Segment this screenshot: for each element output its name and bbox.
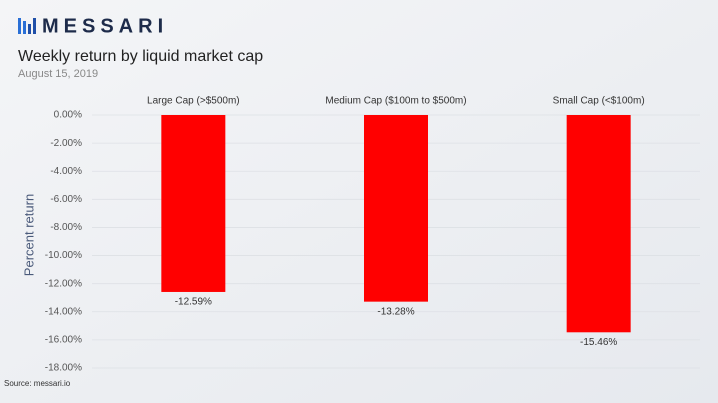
chart-title: Weekly return by liquid market cap <box>18 48 263 65</box>
y-tick-label: -18.00% <box>45 363 82 374</box>
y-tick-label: -12.00% <box>45 278 82 289</box>
category-label: Small Cap (<$100m) <box>553 96 645 107</box>
y-tick-label: -8.00% <box>50 222 82 233</box>
source: Source: messari.io <box>4 379 71 388</box>
chart-subtitle: August 15, 2019 <box>18 68 98 80</box>
bar <box>566 115 631 333</box>
y-tick-label: -10.00% <box>45 250 82 261</box>
value-label: -15.46% <box>580 337 617 348</box>
value-label: -13.28% <box>377 306 414 317</box>
y-tick-label: -14.00% <box>45 306 82 317</box>
y-tick-label: -2.00% <box>50 138 82 149</box>
value-label: -12.59% <box>175 297 212 308</box>
bar <box>161 115 226 292</box>
y-tick-label: -6.00% <box>50 194 82 205</box>
brand: MESSARI <box>42 15 168 37</box>
logo-icon <box>18 18 36 34</box>
y-tick-label: -16.00% <box>45 335 82 346</box>
y-axis-label: Percent return <box>21 194 36 276</box>
y-tick-label: 0.00% <box>54 110 82 121</box>
category-label: Large Cap (>$500m) <box>147 96 240 107</box>
bar <box>364 115 428 302</box>
category-label: Medium Cap ($100m to $500m) <box>325 96 466 107</box>
y-tick-label: -4.00% <box>50 166 82 177</box>
